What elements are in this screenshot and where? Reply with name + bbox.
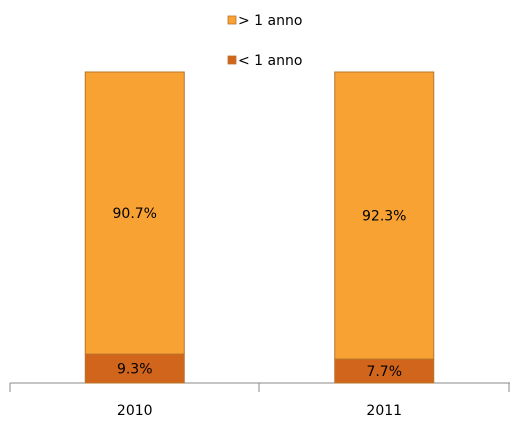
legend-label: < 1 anno — [238, 53, 302, 69]
value-label: 90.7% — [113, 206, 157, 222]
legend-swatch — [227, 55, 237, 65]
bar-segment — [334, 71, 435, 360]
bar-segment — [84, 71, 185, 355]
bar-segment — [84, 353, 185, 384]
x-tick-label: 2011 — [366, 403, 402, 419]
value-label: 9.3% — [117, 362, 153, 378]
value-label: 7.7% — [366, 364, 402, 380]
legend-swatch — [227, 15, 237, 25]
value-label: 92.3% — [362, 209, 406, 225]
x-tick-label: 2010 — [117, 403, 153, 419]
legend-label: > 1 anno — [238, 13, 302, 29]
